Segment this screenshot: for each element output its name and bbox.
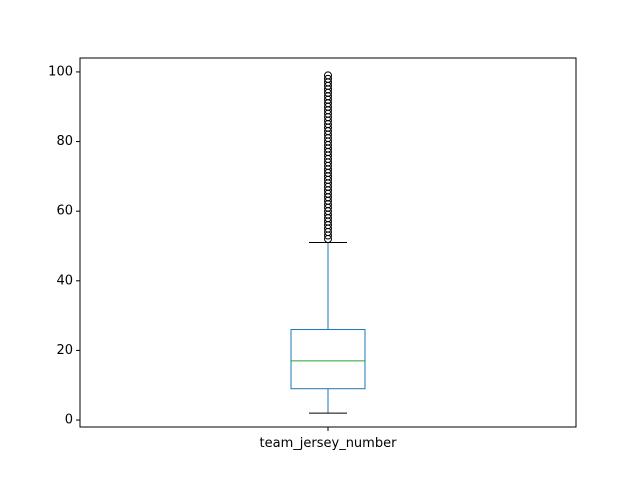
y-tick-label: 100 bbox=[48, 64, 73, 79]
outlier-point bbox=[324, 71, 332, 80]
y-tick-label: 80 bbox=[56, 134, 73, 149]
plot-area bbox=[290, 71, 366, 414]
y-tick-label: 0 bbox=[65, 413, 73, 428]
x-axis: team_jersey_number bbox=[260, 427, 398, 451]
y-tick-label: 60 bbox=[56, 204, 73, 219]
y-tick-label: 40 bbox=[56, 273, 73, 288]
y-tick-label: 20 bbox=[56, 343, 73, 358]
x-tick-label: team_jersey_number bbox=[260, 436, 398, 451]
outlier-point bbox=[324, 74, 332, 83]
y-axis: 0 20 40 60 80 100 bbox=[48, 64, 80, 428]
iqr-box bbox=[290, 329, 366, 390]
